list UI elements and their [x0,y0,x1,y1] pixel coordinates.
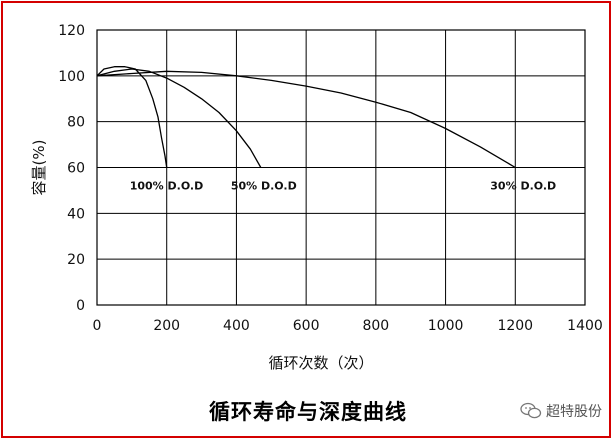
y-tick-label: 80 [67,115,85,131]
series-line [96,68,262,168]
series-label: 50% D.O.D [231,180,297,193]
series-label: 30% D.O.D [490,180,556,193]
x-tick-label: 1200 [497,318,533,334]
y-tick-label: 120 [58,23,85,39]
wechat-icon [520,402,542,419]
x-tick-label: 200 [153,318,180,334]
x-tick-label: 400 [223,318,250,334]
series-line [96,70,516,169]
x-tick-label: 1400 [567,318,603,334]
y-tick-label: 60 [67,161,85,177]
x-tick-label: 600 [293,318,320,334]
x-tick-label: 1000 [428,318,464,334]
x-tick-label: 800 [362,318,389,334]
x-axis-title: 循环次数（次） [268,354,373,372]
figure-caption: 循环寿命与深度曲线 [209,400,407,424]
watermark-text: 超特股份 [546,404,602,420]
y-axis-title: 容量(%) [30,140,48,196]
series-label: 100% D.O.D [130,180,204,193]
y-tick-label: 20 [67,252,85,268]
y-tick-label: 0 [76,298,85,314]
y-tick-label: 40 [67,206,85,222]
x-tick-label: 0 [93,318,102,334]
watermark: 超特股份 [520,401,602,421]
y-tick-label: 100 [58,69,85,85]
series-line [96,66,168,168]
